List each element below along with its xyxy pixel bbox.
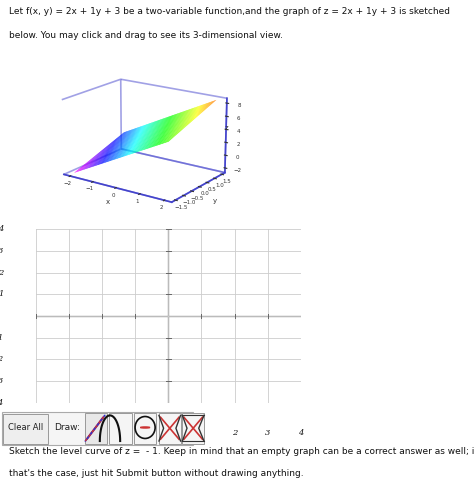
Text: Clear All: Clear All <box>8 423 43 432</box>
Text: 1: 1 <box>199 428 204 437</box>
FancyBboxPatch shape <box>3 414 48 444</box>
Circle shape <box>140 427 150 428</box>
FancyBboxPatch shape <box>85 413 107 444</box>
Text: -4: -4 <box>31 428 40 437</box>
Text: 3: 3 <box>265 428 271 437</box>
FancyBboxPatch shape <box>109 413 132 444</box>
Text: -3: -3 <box>64 428 73 437</box>
Y-axis label: y: y <box>213 198 217 204</box>
Text: 2: 2 <box>0 269 4 277</box>
Text: z: z <box>225 125 228 131</box>
Text: -3: -3 <box>0 377 4 385</box>
Text: Sketch the level curve of z =  - 1. Keep in mind that an empty graph can be a co: Sketch the level curve of z = - 1. Keep … <box>9 447 474 455</box>
FancyBboxPatch shape <box>1 412 192 445</box>
Text: -4: -4 <box>0 399 4 407</box>
FancyBboxPatch shape <box>134 413 156 444</box>
Text: -2: -2 <box>0 355 4 363</box>
Text: 1: 1 <box>0 290 4 298</box>
FancyBboxPatch shape <box>182 413 204 444</box>
Text: 2: 2 <box>232 428 237 437</box>
Text: that's the case, just hit Submit button without drawing anything.: that's the case, just hit Submit button … <box>9 469 304 478</box>
Text: below. You may click and drag to see its 3-dimensional view.: below. You may click and drag to see its… <box>9 31 283 41</box>
Text: -1: -1 <box>131 428 139 437</box>
Text: -2: -2 <box>98 428 106 437</box>
FancyBboxPatch shape <box>159 413 181 444</box>
Text: 4: 4 <box>298 428 304 437</box>
Text: 4: 4 <box>0 225 4 233</box>
Text: Let f(x, y) = 2x + 1y + 3 be a two-variable function,and the graph of z = 2x + 1: Let f(x, y) = 2x + 1y + 3 be a two-varia… <box>9 7 450 16</box>
X-axis label: x: x <box>106 199 109 205</box>
Text: -1: -1 <box>0 334 4 342</box>
Text: 3: 3 <box>0 247 4 255</box>
Text: Draw:: Draw: <box>54 423 80 432</box>
